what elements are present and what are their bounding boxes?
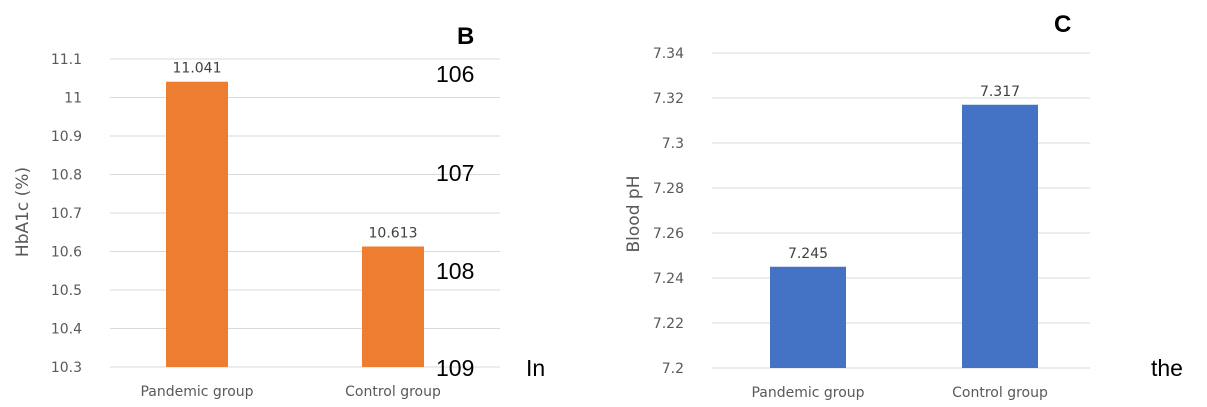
y-tick-label: 11	[64, 91, 82, 107]
data-label: 10.613	[369, 225, 418, 241]
data-label: 11.041	[173, 61, 222, 77]
y-tick-label: 10.7	[51, 206, 82, 222]
data-label: 7.317	[980, 84, 1020, 100]
y-tick-label: 10.9	[51, 129, 82, 145]
y-tick-label: 10.8	[51, 168, 82, 184]
chart-c-data-labels: 7.245 7.317	[788, 84, 1020, 262]
bar-pandemic-group	[770, 266, 846, 368]
chart-b-bars	[166, 81, 424, 367]
category-label: Control group	[952, 385, 1048, 401]
y-tick-label: 7.28	[653, 181, 684, 197]
chart-c-y-axis-label: Blood pH	[624, 176, 644, 253]
line-number-109: 109	[436, 355, 474, 381]
bar-pandemic-group	[166, 81, 228, 367]
chart-b-data-labels: 11.041 10.613	[173, 61, 418, 242]
category-label: Pandemic group	[140, 384, 253, 400]
body-text-in: In	[526, 355, 545, 381]
y-tick-label: 10.4	[51, 322, 82, 338]
line-number-108: 108	[436, 258, 474, 284]
chart-b-y-ticks: 10.3 10.4 10.5 10.6 10.7 10.8 10.9 11 11.1	[51, 52, 82, 376]
chart-b-y-axis-label: HbA1c (%)	[13, 167, 33, 257]
y-tick-label: 11.1	[51, 52, 82, 68]
y-tick-label: 7.24	[653, 271, 684, 287]
chart-b-hba1c: 10.3 10.4 10.5 10.6 10.7 10.8 10.9 11 11.1 11.04…	[13, 23, 500, 400]
chart-c-blood-ph: 7.2 7.22 7.24 7.26 7.28 7.3 7.32 7.34 7.245 7.31…	[624, 11, 1090, 401]
chart-c-y-ticks: 7.2 7.22 7.24 7.26 7.28 7.3 7.32 7.34	[653, 46, 684, 377]
line-number-106: 106	[436, 61, 474, 87]
chart-c-bars	[770, 104, 1038, 368]
bar-control-group	[962, 104, 1038, 368]
chart-b-panel-letter: B	[457, 23, 474, 50]
y-tick-label: 10.6	[51, 245, 82, 261]
chart-b-category-labels: Pandemic group Control group	[140, 384, 441, 400]
y-tick-label: 7.26	[653, 226, 684, 242]
y-tick-label: 7.2	[662, 361, 684, 377]
chart-c-panel-letter: C	[1054, 11, 1071, 38]
bar-control-group	[362, 246, 424, 367]
data-label: 7.245	[788, 246, 828, 262]
line-number-107: 107	[436, 160, 474, 186]
category-label: Pandemic group	[751, 385, 864, 401]
y-tick-label: 7.32	[653, 91, 684, 107]
body-text-the: the	[1151, 355, 1183, 381]
y-tick-label: 10.3	[51, 360, 82, 376]
y-tick-label: 10.5	[51, 283, 82, 299]
y-tick-label: 7.34	[653, 46, 684, 62]
y-tick-label: 7.22	[653, 316, 684, 332]
category-label: Control group	[345, 384, 441, 400]
chart-c-category-labels: Pandemic group Control group	[751, 385, 1048, 401]
y-tick-label: 7.3	[662, 136, 684, 152]
